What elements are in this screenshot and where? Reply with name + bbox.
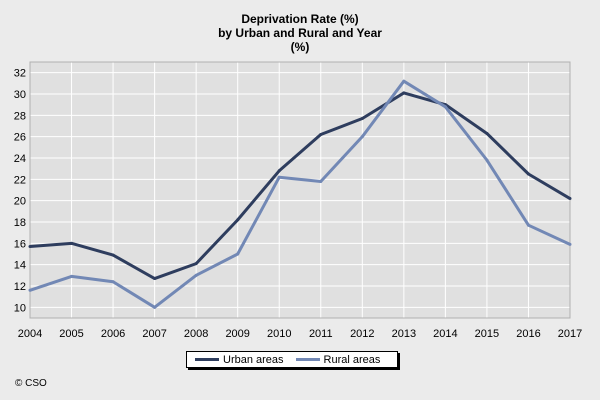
series-line-1 bbox=[29, 79, 571, 309]
data-point-0-2008 bbox=[194, 262, 198, 266]
data-point-0-2006 bbox=[111, 253, 115, 257]
legend-swatch-rural bbox=[295, 358, 320, 361]
x-tick-label-2015: 2015 bbox=[475, 328, 499, 340]
legend-label-urban: Urban areas bbox=[223, 353, 284, 366]
chart-legend: Urban areas Rural areas bbox=[186, 351, 398, 368]
x-tick-label-2010: 2010 bbox=[267, 328, 291, 340]
x-tick-label-2007: 2007 bbox=[142, 328, 166, 340]
series-line-0 bbox=[29, 91, 571, 281]
x-tick-label-2008: 2008 bbox=[184, 328, 208, 340]
data-point-1-2007 bbox=[153, 305, 157, 309]
data-point-0-2013 bbox=[402, 91, 406, 95]
x-tick-label-2011: 2011 bbox=[309, 328, 333, 340]
data-point-1-2010 bbox=[277, 175, 281, 179]
data-point-1-2005 bbox=[70, 274, 74, 278]
data-point-1-2012 bbox=[360, 135, 364, 139]
data-point-0-2009 bbox=[236, 218, 240, 222]
x-tick-label-2012: 2012 bbox=[350, 328, 374, 340]
data-point-1-2004 bbox=[28, 288, 32, 292]
x-tick-label-2013: 2013 bbox=[392, 328, 416, 340]
chart-title: Deprivation Rate (%) by Urban and Rural … bbox=[0, 12, 600, 54]
y-tick-label-12: 12 bbox=[14, 281, 26, 293]
data-point-1-2013 bbox=[402, 79, 406, 83]
data-point-1-2006 bbox=[111, 280, 115, 284]
x-tick-label-2017: 2017 bbox=[558, 328, 582, 340]
data-point-1-2015 bbox=[485, 158, 489, 162]
y-tick-label-18: 18 bbox=[14, 217, 26, 229]
y-tick-label-14: 14 bbox=[14, 260, 26, 272]
chart-title-line-3: (%) bbox=[290, 40, 310, 54]
data-point-0-2016 bbox=[526, 172, 530, 176]
data-point-0-2007 bbox=[153, 277, 157, 281]
chart-title-line-1: Deprivation Rate (%) bbox=[241, 12, 359, 26]
x-tick-label-2016: 2016 bbox=[516, 328, 540, 340]
data-point-0-2010 bbox=[277, 169, 281, 173]
y-tick-label-30: 30 bbox=[14, 89, 26, 101]
y-tick-label-28: 28 bbox=[14, 110, 26, 122]
y-tick-label-32: 32 bbox=[14, 68, 26, 80]
x-tick-label-2004: 2004 bbox=[18, 328, 42, 340]
y-tick-label-16: 16 bbox=[14, 238, 26, 250]
legend-item-urban: Urban areas bbox=[195, 354, 284, 366]
plot-border bbox=[29, 61, 571, 319]
chart-title-line-2: by Urban and Rural and Year bbox=[218, 26, 382, 40]
x-tick-label-2014: 2014 bbox=[433, 328, 457, 340]
data-point-1-2011 bbox=[319, 179, 323, 183]
y-tick-label-20: 20 bbox=[14, 196, 26, 208]
data-point-1-2014 bbox=[443, 105, 447, 109]
y-tick-label-22: 22 bbox=[14, 174, 26, 186]
copyright-text: © CSO bbox=[15, 378, 47, 389]
data-point-0-2015 bbox=[485, 131, 489, 135]
data-point-0-2017 bbox=[568, 197, 572, 201]
data-point-0-2011 bbox=[319, 133, 323, 137]
y-tick-label-10: 10 bbox=[14, 302, 26, 314]
legend-item-rural: Rural areas bbox=[295, 353, 381, 366]
data-point-1-2016 bbox=[526, 223, 530, 227]
legend-swatch-urban bbox=[195, 358, 219, 361]
plot-area bbox=[30, 62, 570, 318]
x-tick-label-2009: 2009 bbox=[225, 328, 249, 340]
data-point-1-2017 bbox=[568, 242, 572, 246]
data-point-1-2008 bbox=[194, 273, 198, 277]
x-tick-label-2006: 2006 bbox=[101, 328, 125, 340]
data-point-1-2009 bbox=[236, 252, 240, 256]
y-tick-label-26: 26 bbox=[14, 132, 26, 144]
data-point-0-2012 bbox=[360, 117, 364, 121]
data-point-0-2005 bbox=[70, 241, 74, 245]
y-tick-label-24: 24 bbox=[14, 153, 26, 165]
data-point-0-2004 bbox=[28, 245, 32, 249]
legend-label-rural: Rural areas bbox=[323, 353, 381, 366]
x-tick-label-2005: 2005 bbox=[59, 328, 83, 340]
